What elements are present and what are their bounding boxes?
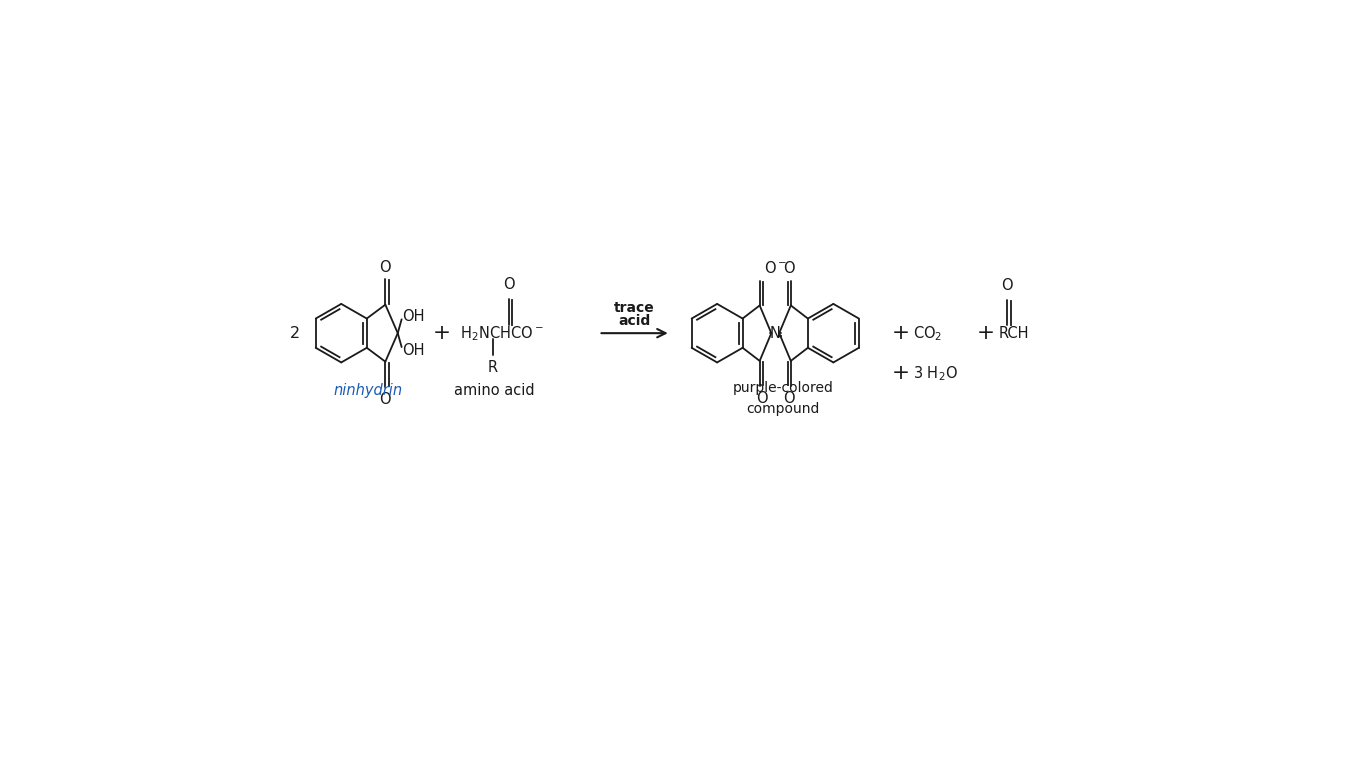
Text: R: R	[488, 360, 499, 375]
Text: O: O	[757, 391, 768, 406]
Text: RCH: RCH	[999, 326, 1029, 341]
Text: CO$_2$: CO$_2$	[914, 324, 943, 343]
Text: 2: 2	[290, 326, 301, 341]
Text: O: O	[783, 261, 794, 276]
Text: 3 H$_2$O: 3 H$_2$O	[914, 364, 958, 382]
Text: O: O	[1001, 278, 1014, 293]
Text: O: O	[503, 277, 515, 293]
Text: O: O	[380, 392, 391, 407]
Text: +: +	[977, 323, 994, 343]
Text: O: O	[380, 260, 391, 275]
Text: N: N	[770, 326, 781, 341]
Text: amino acid: amino acid	[455, 383, 535, 399]
Text: +: +	[433, 323, 451, 343]
Text: OH: OH	[403, 343, 425, 358]
Text: +: +	[892, 323, 910, 343]
Text: trace: trace	[615, 301, 654, 315]
Text: O: O	[783, 391, 794, 406]
Text: H$_2$NCHCO$^-$: H$_2$NCHCO$^-$	[460, 324, 544, 343]
Text: compound: compound	[746, 402, 820, 416]
Text: O$^-$: O$^-$	[765, 260, 787, 276]
Text: purple-colored: purple-colored	[732, 381, 833, 395]
Text: +: +	[892, 363, 910, 383]
Text: ninhydrin: ninhydrin	[333, 383, 403, 399]
Text: acid: acid	[619, 314, 650, 328]
Text: OH: OH	[403, 309, 425, 324]
